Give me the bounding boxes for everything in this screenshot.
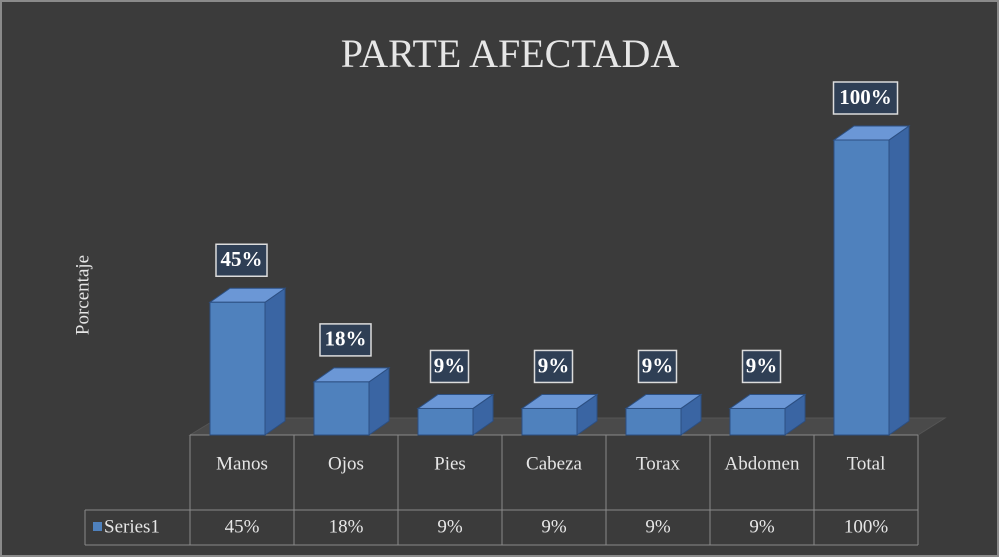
data-label-box [429, 349, 470, 384]
bar [521, 407, 578, 436]
data-label-box [319, 323, 372, 357]
bar [625, 407, 682, 436]
table-value: 100% [844, 516, 889, 537]
data-label: 9% [642, 353, 674, 377]
y-axis-label: Porcentaje [72, 255, 93, 335]
x-tick-label: Pies [434, 453, 466, 474]
x-tick-label: Ojos [328, 453, 364, 474]
bar [417, 407, 474, 436]
x-tick-label: Manos [216, 453, 268, 474]
data-label-box [215, 243, 268, 277]
bar [209, 301, 266, 436]
x-tick-label: Abdomen [725, 453, 800, 474]
table-value: 9% [437, 516, 463, 537]
data-label-box [832, 81, 899, 115]
table-value: 45% [225, 516, 260, 537]
table-value: 9% [749, 516, 775, 537]
x-tick-label: Torax [636, 453, 681, 474]
chart-title: PARTE AFECTADA [341, 31, 680, 76]
table-value: 9% [645, 516, 671, 537]
data-label: 9% [538, 353, 570, 377]
legend-swatch [93, 522, 102, 531]
x-tick-label: Cabeza [526, 453, 582, 474]
data-label: 18% [325, 327, 367, 351]
data-label: 45% [221, 247, 263, 271]
bar [833, 139, 890, 436]
bar-side [888, 125, 910, 436]
bar-side [264, 287, 286, 436]
x-tick-label: Total [847, 453, 886, 474]
table-value: 9% [541, 516, 567, 537]
data-label-box [533, 349, 574, 384]
bar [313, 381, 370, 436]
data-label-box [741, 349, 782, 384]
bar [729, 407, 786, 436]
data-label: 9% [746, 353, 778, 377]
data-label-box [637, 349, 678, 384]
data-label: 9% [434, 353, 466, 377]
legend-label: Series1 [104, 516, 160, 537]
table-value: 18% [329, 516, 364, 537]
data-label: 100% [839, 85, 892, 109]
